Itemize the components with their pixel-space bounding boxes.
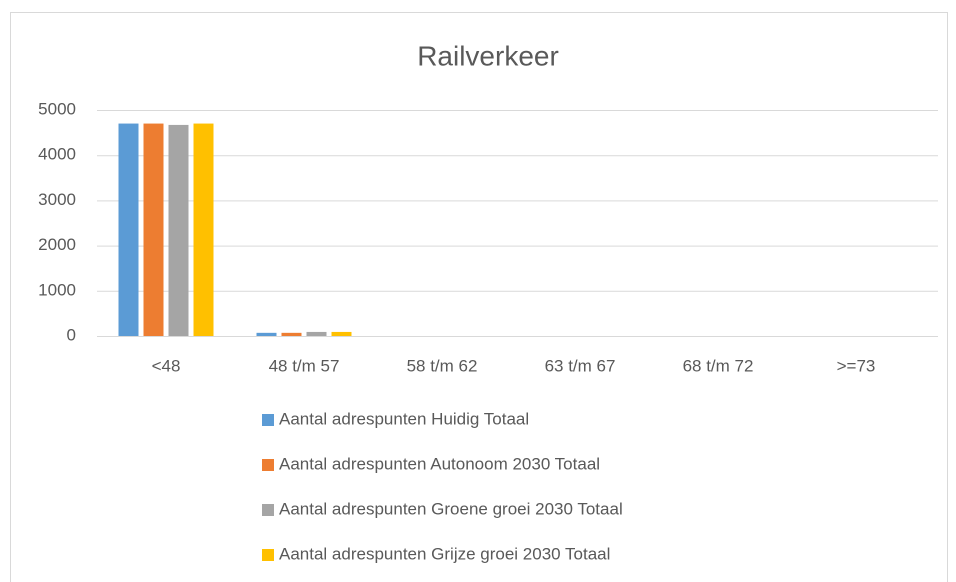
y-tick-label: 0 (67, 325, 76, 344)
chart-title: Railverkeer (417, 40, 559, 71)
x-tick-label: >=73 (837, 356, 876, 375)
bar (193, 123, 214, 336)
bar (281, 332, 302, 336)
legend-label: Aantal adrespunten Autonoom 2030 Totaal (279, 454, 600, 473)
y-tick-label: 3000 (38, 190, 76, 209)
y-tick-label: 2000 (38, 235, 76, 254)
legend-marker (262, 459, 274, 471)
x-tick-label: <48 (152, 356, 181, 375)
legend-label: Aantal adrespunten Groene groei 2030 Tot… (279, 499, 623, 518)
y-tick-label: 1000 (38, 280, 76, 299)
bar (118, 123, 139, 336)
x-tick-label: 68 t/m 72 (683, 356, 754, 375)
x-tick-label: 48 t/m 57 (269, 356, 340, 375)
legend-label: Aantal adrespunten Grijze groei 2030 Tot… (279, 544, 610, 563)
bar (306, 331, 327, 336)
bar (168, 124, 189, 336)
legend-label: Aantal adrespunten Huidig Totaal (279, 409, 529, 428)
legend-marker (262, 414, 274, 426)
y-tick-label: 4000 (38, 145, 76, 164)
bar (331, 331, 352, 336)
bar (256, 332, 277, 336)
x-tick-label: 63 t/m 67 (545, 356, 616, 375)
legend-marker (262, 504, 274, 516)
bar (143, 123, 164, 336)
legend-marker (262, 549, 274, 561)
y-tick-label: 5000 (38, 99, 76, 118)
x-tick-label: 58 t/m 62 (407, 356, 478, 375)
chart-border (10, 12, 948, 582)
